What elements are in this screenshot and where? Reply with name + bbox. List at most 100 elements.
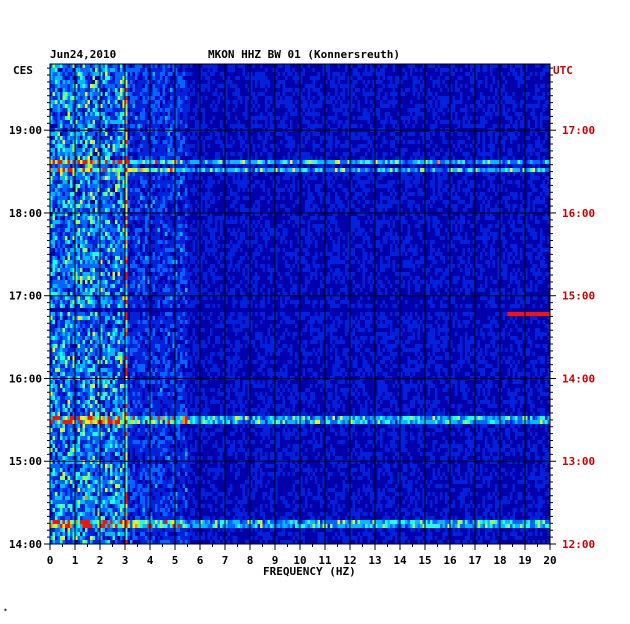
heat-cell <box>147 208 150 212</box>
heat-cell <box>435 68 438 72</box>
heat-cell <box>490 136 493 140</box>
heat-cell <box>77 104 80 108</box>
heat-cell <box>315 212 318 216</box>
heat-cell <box>352 92 355 96</box>
heat-cell <box>137 208 140 212</box>
heat-cell <box>50 144 53 148</box>
heat-cell <box>85 88 88 92</box>
heat-cell <box>160 168 163 172</box>
heat-cell <box>310 176 313 180</box>
heat-cell <box>140 196 143 200</box>
heat-cell <box>77 112 80 116</box>
heat-cell <box>55 152 58 156</box>
heat-cell <box>387 196 390 200</box>
heat-cell <box>165 152 168 156</box>
heat-cell <box>125 100 128 104</box>
heat-cell <box>345 144 348 148</box>
heat-cell <box>302 168 305 172</box>
heat-cell <box>515 196 518 200</box>
heat-cell <box>260 112 263 116</box>
heat-cell <box>340 92 343 96</box>
heat-cell <box>387 104 390 108</box>
heat-cell <box>102 164 105 168</box>
heat-cell <box>407 160 410 164</box>
heat-cell <box>275 92 278 96</box>
heat-cell <box>112 100 115 104</box>
heat-cell <box>412 168 415 172</box>
heat-cell <box>537 176 540 180</box>
heat-cell <box>77 124 80 128</box>
heat-cell <box>520 236 523 240</box>
heat-cell <box>302 156 305 160</box>
heat-cell <box>165 144 168 148</box>
heat-cell <box>82 100 85 104</box>
heat-cell <box>515 192 518 196</box>
heat-cell <box>127 188 130 192</box>
heat-cell <box>395 100 398 104</box>
heat-cell <box>110 192 113 196</box>
heat-cell <box>465 104 468 108</box>
heat-cell <box>125 188 128 192</box>
heat-cell <box>425 104 428 108</box>
heat-cell <box>82 72 85 76</box>
heat-cell <box>247 208 250 212</box>
heat-cell <box>400 224 403 228</box>
heat-cell <box>412 84 415 88</box>
heat-cell <box>55 64 58 68</box>
heat-cell <box>52 192 55 196</box>
heat-cell <box>352 72 355 76</box>
heat-cell <box>412 152 415 156</box>
heat-cell <box>457 88 460 92</box>
heat-cell <box>335 136 338 140</box>
heat-cell <box>455 88 458 92</box>
heat-cell <box>147 144 150 148</box>
heat-cell <box>62 76 65 80</box>
heat-cell <box>450 220 453 224</box>
heat-cell <box>105 68 108 72</box>
heat-cell <box>135 88 138 92</box>
heat-cell <box>72 208 75 212</box>
heat-cell <box>117 92 120 96</box>
heat-cell <box>482 136 485 140</box>
heat-cell <box>257 104 260 108</box>
heat-cell <box>245 96 248 100</box>
heat-cell <box>100 236 103 240</box>
heat-cell <box>107 240 110 244</box>
heat-cell <box>460 68 463 72</box>
heat-cell <box>112 108 115 112</box>
heat-cell <box>100 220 103 224</box>
heat-cell <box>147 80 150 84</box>
heat-cell <box>277 84 280 88</box>
heat-cell <box>140 80 143 84</box>
heat-cell <box>237 176 240 180</box>
heat-cell <box>347 144 350 148</box>
heat-cell <box>330 176 333 180</box>
heat-cell <box>57 236 60 240</box>
heat-cell <box>100 80 103 84</box>
heat-cell <box>427 100 430 104</box>
heat-cell <box>200 156 203 160</box>
heat-cell <box>127 156 130 160</box>
heat-cell <box>115 184 118 188</box>
heat-cell <box>420 132 423 136</box>
heat-cell <box>440 148 443 152</box>
heat-cell <box>222 168 225 172</box>
heat-cell <box>62 120 65 124</box>
heat-cell <box>322 172 325 176</box>
heat-cell <box>172 176 175 180</box>
heat-cell <box>67 184 70 188</box>
heat-cell <box>385 120 388 124</box>
heat-cell <box>340 200 343 204</box>
heat-cell <box>162 64 165 68</box>
heat-cell <box>185 160 188 164</box>
heat-cell <box>90 140 93 144</box>
heat-cell <box>145 88 148 92</box>
heat-cell <box>90 204 93 208</box>
heat-cell <box>542 116 545 120</box>
heat-cell <box>75 140 78 144</box>
heat-cell <box>427 224 430 228</box>
heat-cell <box>407 140 410 144</box>
heat-cell <box>255 100 258 104</box>
heat-cell <box>362 144 365 148</box>
heat-cell <box>257 72 260 76</box>
